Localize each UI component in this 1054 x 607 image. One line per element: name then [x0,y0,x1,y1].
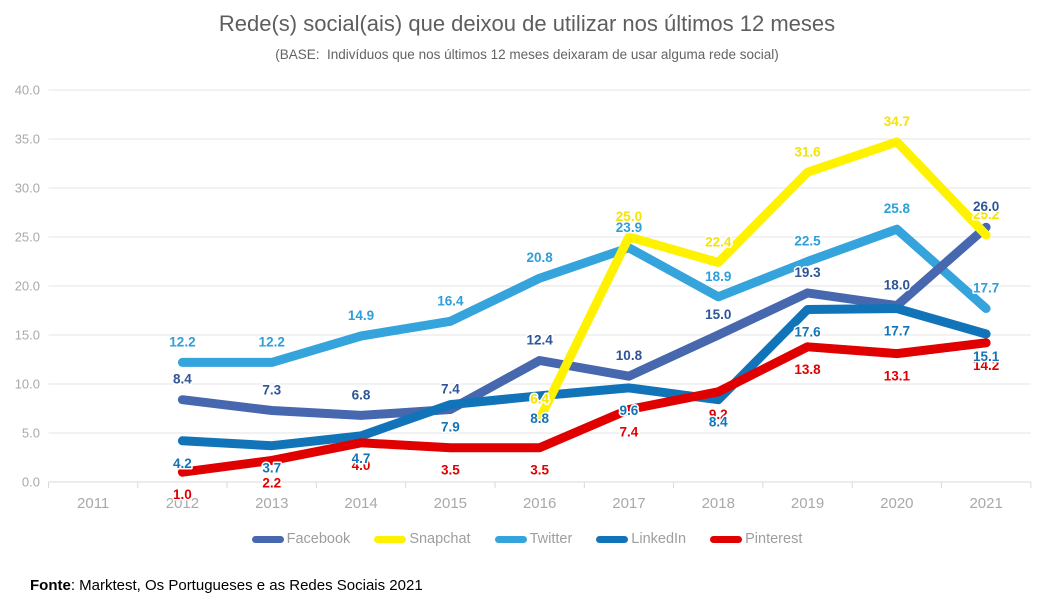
pinterest-value-label: 1.0 [173,487,192,502]
legend-item-facebook: Facebook [251,531,351,547]
linkedin-value-label: 7.9 [441,420,460,435]
y-axis-tick-label: 20.0 [15,279,40,294]
data-labels: 12.2 12.2 14.9 16.4 20.8 23.9 18.9 22.5 25.8 17.7… [168,112,1001,503]
facebook-value-label: 7.4 [441,381,460,396]
legend-item-linkedin: LinkedIn [596,531,686,547]
linkedin-value-label: 3.7 [262,461,281,476]
source-label: Fonte [30,577,71,594]
chart-title: Rede(s) social(ais) que deixou de utiliz… [218,11,836,36]
facebook-value-label: 26.0 [973,199,999,214]
twitter-value-label: 23.9 [616,220,642,235]
pinterest-value-label: 9.2 [709,407,728,422]
y-axis-tick-label: 5.0 [22,426,40,441]
twitter-value-label: 20.8 [527,250,554,265]
chart-subtitle: (BASE: Indivíduos que nos últimos 12 mes… [275,47,779,62]
y-axis-tick-label: 0.0 [22,475,40,490]
facebook-legend-swatch [251,535,284,543]
pinterest-value-label: 2.2 [262,475,281,490]
snapchat-value-label: 25.0 [616,209,642,224]
snapchat-value-label: 22.4 [705,234,732,249]
y-axis-tick-label: 25.0 [15,230,40,245]
x-axis-label: 2016 [523,495,556,512]
pinterest-legend-swatch [710,535,743,543]
pinterest-value-label: 7.4 [620,424,639,439]
x-axis-label: 2011 [77,495,109,512]
twitter-value-label: 12.2 [259,334,285,349]
linkedin-value-label: 15.1 [973,349,1000,364]
x-axis-label: 2020 [880,495,913,512]
twitter-value-label: 18.9 [705,269,731,284]
facebook-value-label: 8.4 [173,372,192,387]
linkedin-value-label: 4.7 [352,451,371,466]
linkedin-value-label: 17.7 [884,324,910,339]
snapchat-value-label: 6.4 [530,391,549,406]
x-axis: 2011 2012 2013 2014 2015 2016 2017 2018 2019 2020… [48,482,1032,512]
linkedin-line [177,304,991,451]
facebook-value-label: 6.8 [352,387,371,402]
pinterest-value-label: 13.8 [794,362,821,377]
linkedin-value-label: 8.8 [530,411,549,426]
facebook-value-label: 15.0 [705,307,731,322]
x-axis-label: 2019 [791,495,824,512]
snapchat-value-label: 25.2 [973,207,999,222]
y-axis-tick-label: 35.0 [15,132,40,147]
y-axis-tick-label: 15.0 [15,328,40,343]
legend-item-twitter: Twitter [494,531,573,547]
facebook-value-label: 7.3 [262,382,281,397]
chart-legend: Facebook Snapchat Twitter LinkedIn Pinterest [0,531,1054,547]
facebook-line [177,222,991,420]
source-note: Fonte: Marktest, Os Portugueses e as Red… [30,577,423,594]
snapchat-value-label: 31.6 [794,144,821,159]
legend-label: Snapchat [409,531,471,547]
series-lines [177,137,991,477]
pinterest-line [177,338,991,477]
snapchat-line [535,137,991,424]
x-axis-label: 2021 [969,495,1002,512]
y-axis-tick-label: 30.0 [15,181,40,196]
x-axis-label: 2014 [344,495,377,512]
legend-item-snapchat: Snapchat [374,531,471,547]
linkedin-value-label: 17.6 [794,325,821,340]
snapchat-legend-swatch [374,535,407,543]
twitter-value-label: 17.7 [973,281,999,296]
pinterest-value-label: 3.5 [530,463,549,478]
twitter-value-label: 25.8 [884,201,911,216]
linkedin-value-label: 8.4 [709,415,728,430]
y-axis-labels: 0.0 5.0 10.0 15.0 20.0 25.0 30.0 35.0 40.0 [15,83,40,490]
x-axis-label: 2017 [612,495,645,512]
twitter-value-label: 22.5 [794,234,821,249]
legend-label: Pinterest [745,531,803,547]
facebook-value-label: 18.0 [884,278,910,293]
legend-label: Facebook [286,531,351,547]
x-axis-label: 2013 [255,495,288,512]
y-axis-tick-label: 40.0 [15,83,40,98]
legend-item-pinterest: Pinterest [710,531,802,547]
linkedin-value-label: 4.2 [173,456,192,471]
twitter-value-label: 12.2 [169,334,195,349]
twitter-value-label: 16.4 [437,293,464,308]
facebook-value-label: 10.8 [616,348,643,363]
twitter-value-label: 14.9 [348,308,374,323]
pinterest-value-label: 4.0 [352,458,371,473]
pinterest-value-label: 3.5 [441,463,460,478]
x-axis-label: 2018 [702,495,735,512]
twitter-line [177,224,991,367]
legend-label: Twitter [529,531,573,547]
linkedin-value-label: 9.6 [620,403,639,418]
pinterest-value-label: 14.2 [973,358,999,373]
source-text: : Marktest, Os Portugueses e as Redes So… [70,577,423,594]
snapchat-value-label: 34.7 [884,114,910,129]
facebook-value-label: 12.4 [527,332,554,347]
pinterest-value-label: 13.1 [884,369,911,384]
facebook-value-label: 19.3 [794,265,821,280]
y-axis-tick-label: 10.0 [15,377,40,392]
x-axis-label: 2015 [434,495,467,512]
twitter-legend-swatch [494,535,527,543]
legend-label: LinkedIn [631,531,687,547]
linkedin-legend-swatch [596,535,629,543]
x-axis-label: 2012 [166,495,199,512]
